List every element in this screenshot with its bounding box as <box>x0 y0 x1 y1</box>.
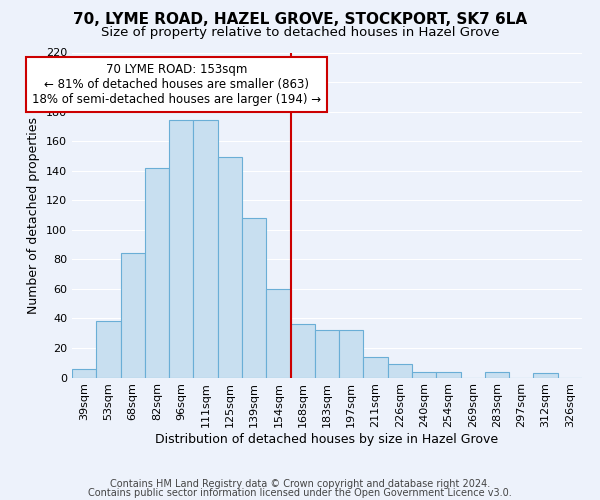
Text: Contains public sector information licensed under the Open Government Licence v3: Contains public sector information licen… <box>88 488 512 498</box>
Text: Contains HM Land Registry data © Crown copyright and database right 2024.: Contains HM Land Registry data © Crown c… <box>110 479 490 489</box>
Bar <box>388 364 412 378</box>
Bar <box>96 322 121 378</box>
Bar <box>485 372 509 378</box>
Bar <box>290 324 315 378</box>
X-axis label: Distribution of detached houses by size in Hazel Grove: Distribution of detached houses by size … <box>155 433 499 446</box>
Bar <box>218 158 242 378</box>
Bar <box>193 120 218 378</box>
Y-axis label: Number of detached properties: Number of detached properties <box>28 116 40 314</box>
Text: Size of property relative to detached houses in Hazel Grove: Size of property relative to detached ho… <box>101 26 499 39</box>
Bar <box>266 289 290 378</box>
Bar <box>533 373 558 378</box>
Text: 70, LYME ROAD, HAZEL GROVE, STOCKPORT, SK7 6LA: 70, LYME ROAD, HAZEL GROVE, STOCKPORT, S… <box>73 12 527 28</box>
Bar <box>242 218 266 378</box>
Bar <box>72 368 96 378</box>
Bar <box>169 120 193 378</box>
Bar <box>315 330 339 378</box>
Bar <box>412 372 436 378</box>
Text: 70 LYME ROAD: 153sqm
← 81% of detached houses are smaller (863)
18% of semi-deta: 70 LYME ROAD: 153sqm ← 81% of detached h… <box>32 63 321 106</box>
Bar <box>121 254 145 378</box>
Bar <box>339 330 364 378</box>
Bar <box>145 168 169 378</box>
Bar <box>436 372 461 378</box>
Bar <box>364 357 388 378</box>
